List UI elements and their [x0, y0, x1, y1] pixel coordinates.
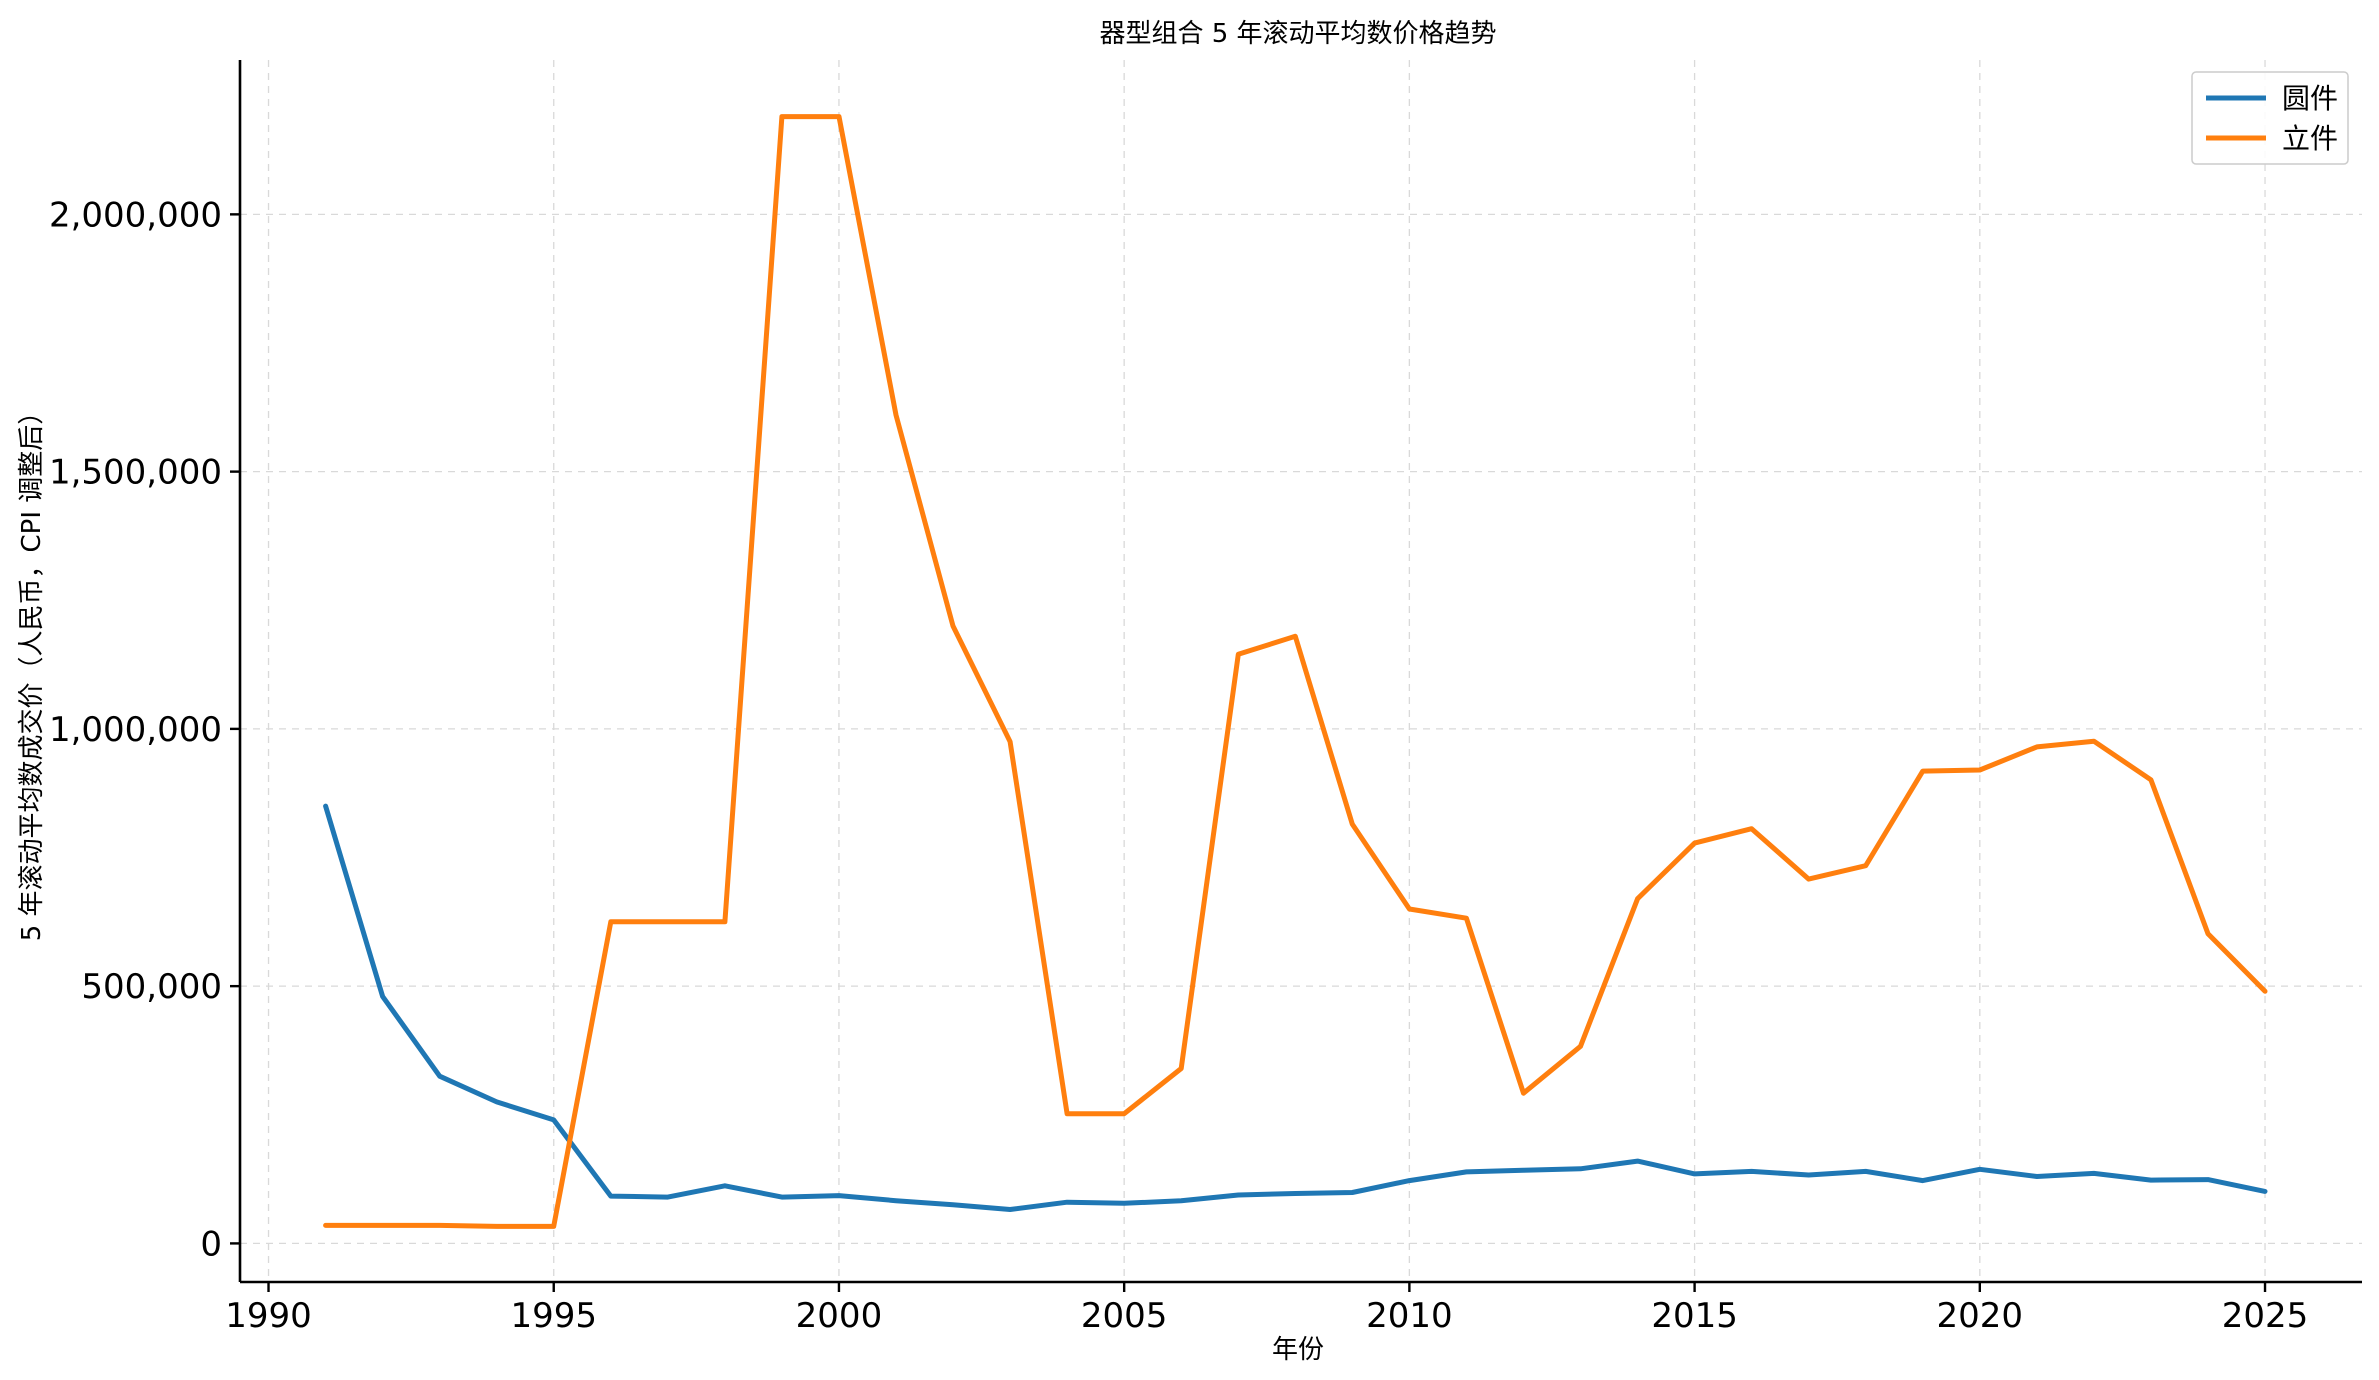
x-tick-label: 2005: [1081, 1296, 1168, 1336]
legend-label-yuanjian: 圆件: [2282, 82, 2338, 115]
y-axis-label: 5 年滚动平均数成交价（人民币，CPI 调整后）: [17, 399, 47, 942]
x-axis-label: 年份: [1272, 1335, 1324, 1365]
x-tick-label: 2000: [796, 1296, 883, 1336]
x-tick-label: 2015: [1651, 1296, 1738, 1336]
legend-frame: [2191, 71, 2349, 165]
y-tick-label: 1,000,000: [49, 710, 222, 750]
x-tick-label: 2020: [1937, 1296, 2024, 1336]
x-tick-label: 1990: [225, 1296, 312, 1336]
grid: [240, 60, 2362, 1282]
series-line-0: [323, 803, 2268, 1212]
y-tick-label: 2,000,000: [49, 195, 222, 235]
y-tick-label: 0: [200, 1224, 222, 1264]
x-tick-label: 1995: [510, 1296, 597, 1336]
x-tick-label: 2010: [1366, 1296, 1453, 1336]
series-line-1: [323, 114, 2268, 1229]
series-lines: [323, 114, 2268, 1229]
y-tick-label: 1,500,000: [49, 453, 222, 493]
x-tick-label: 2025: [2222, 1296, 2309, 1336]
legend-label-lijian: 立件: [2282, 122, 2338, 155]
tick-labels: 1990 1995 2000 2005 2010 2015 2020 2025 0 500,000…: [49, 195, 2308, 1336]
chart-title: 器型组合 5 年滚动平均数价格趋势: [1099, 19, 1496, 49]
legend: 圆件 立件: [2191, 71, 2349, 165]
y-tick-label: 500,000: [81, 967, 222, 1007]
axes: [230, 60, 2362, 1292]
